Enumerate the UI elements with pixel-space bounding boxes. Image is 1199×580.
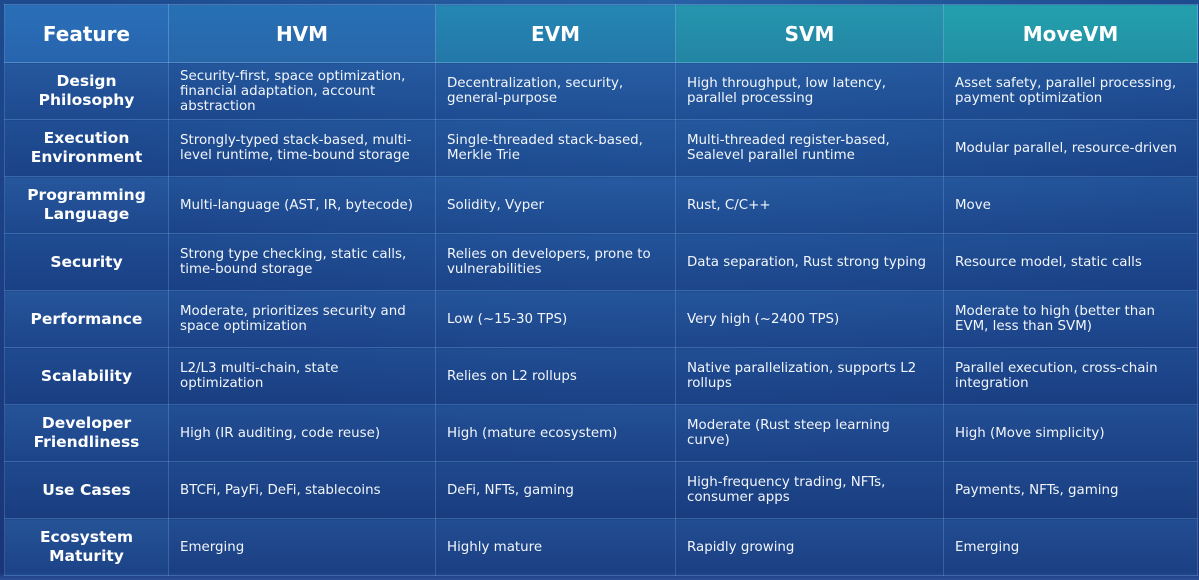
cell-evm: Solidity, Vyper [435,176,676,234]
row-feature-label: Use Cases [4,461,169,519]
vm-comparison-table: Feature HVM EVM SVM MoveVM Design Philos… [4,4,1198,576]
cell-svm: Rust, C/C++ [675,176,944,234]
cell-svm: High throughput, low latency, parallel p… [675,62,944,120]
cell-hvm: Multi-language (AST, IR, bytecode) [168,176,436,234]
cell-movevm: Emerging [943,518,1198,576]
cell-evm: Relies on developers, prone to vulnerabi… [435,233,676,291]
cell-svm: Multi-threaded register-based, Sealevel … [675,119,944,177]
cell-hvm: Strongly-typed stack-based, multi-level … [168,119,436,177]
row-feature-label: Programming Language [4,176,169,234]
cell-movevm: Moderate to high (better than EVM, less … [943,290,1198,348]
header-hvm: HVM [168,4,436,63]
cell-movevm: Asset safety, parallel processing, payme… [943,62,1198,120]
cell-evm: Relies on L2 rollups [435,347,676,405]
row-feature-label: Ecosystem Maturity [4,518,169,576]
row-feature-label: Performance [4,290,169,348]
cell-movevm: Modular parallel, resource-driven [943,119,1198,177]
row-feature-label: Execution Environment [4,119,169,177]
row-feature-label: Scalability [4,347,169,405]
cell-evm: Single-threaded stack-based, Merkle Trie [435,119,676,177]
row-feature-label: Security [4,233,169,291]
table-row: Developer Friendliness High (IR auditing… [4,404,1198,462]
cell-movevm: Resource model, static calls [943,233,1198,291]
header-row: Feature HVM EVM SVM MoveVM [4,4,1198,63]
cell-movevm: Move [943,176,1198,234]
cell-hvm: L2/L3 multi-chain, state optimization [168,347,436,405]
cell-movevm: High (Move simplicity) [943,404,1198,462]
cell-evm: Low (~15-30 TPS) [435,290,676,348]
row-feature-label: Design Philosophy [4,62,169,120]
table-row: Programming Language Multi-language (AST… [4,176,1198,234]
header-svm: SVM [675,4,944,63]
table-row: Ecosystem Maturity Emerging Highly matur… [4,518,1198,576]
cell-svm: Native parallelization, supports L2 roll… [675,347,944,405]
cell-svm: Rapidly growing [675,518,944,576]
cell-hvm: High (IR auditing, code reuse) [168,404,436,462]
table-row: Execution Environment Strongly-typed sta… [4,119,1198,177]
cell-evm: Highly mature [435,518,676,576]
cell-movevm: Parallel execution, cross-chain integrat… [943,347,1198,405]
cell-hvm: Moderate, prioritizes security and space… [168,290,436,348]
cell-evm: DeFi, NFTs, gaming [435,461,676,519]
table-row: Use Cases BTCFi, PayFi, DeFi, stablecoin… [4,461,1198,519]
table-row: Scalability L2/L3 multi-chain, state opt… [4,347,1198,405]
row-feature-label: Developer Friendliness [4,404,169,462]
table-row: Security Strong type checking, static ca… [4,233,1198,291]
cell-hvm: Strong type checking, static calls, time… [168,233,436,291]
cell-svm: High-frequency trading, NFTs, consumer a… [675,461,944,519]
cell-svm: Moderate (Rust steep learning curve) [675,404,944,462]
table-row: Performance Moderate, prioritizes securi… [4,290,1198,348]
table-row: Design Philosophy Security-first, space … [4,62,1198,120]
header-evm: EVM [435,4,676,63]
cell-hvm: BTCFi, PayFi, DeFi, stablecoins [168,461,436,519]
cell-svm: Data separation, Rust strong typing [675,233,944,291]
cell-evm: High (mature ecosystem) [435,404,676,462]
cell-hvm: Emerging [168,518,436,576]
bottom-edge-glow [0,572,1199,580]
cell-hvm: Security-first, space optimization, fina… [168,62,436,120]
cell-evm: Decentralization, security, general-purp… [435,62,676,120]
cell-movevm: Payments, NFTs, gaming [943,461,1198,519]
header-feature: Feature [4,4,169,63]
header-movevm: MoveVM [943,4,1198,63]
cell-svm: Very high (~2400 TPS) [675,290,944,348]
